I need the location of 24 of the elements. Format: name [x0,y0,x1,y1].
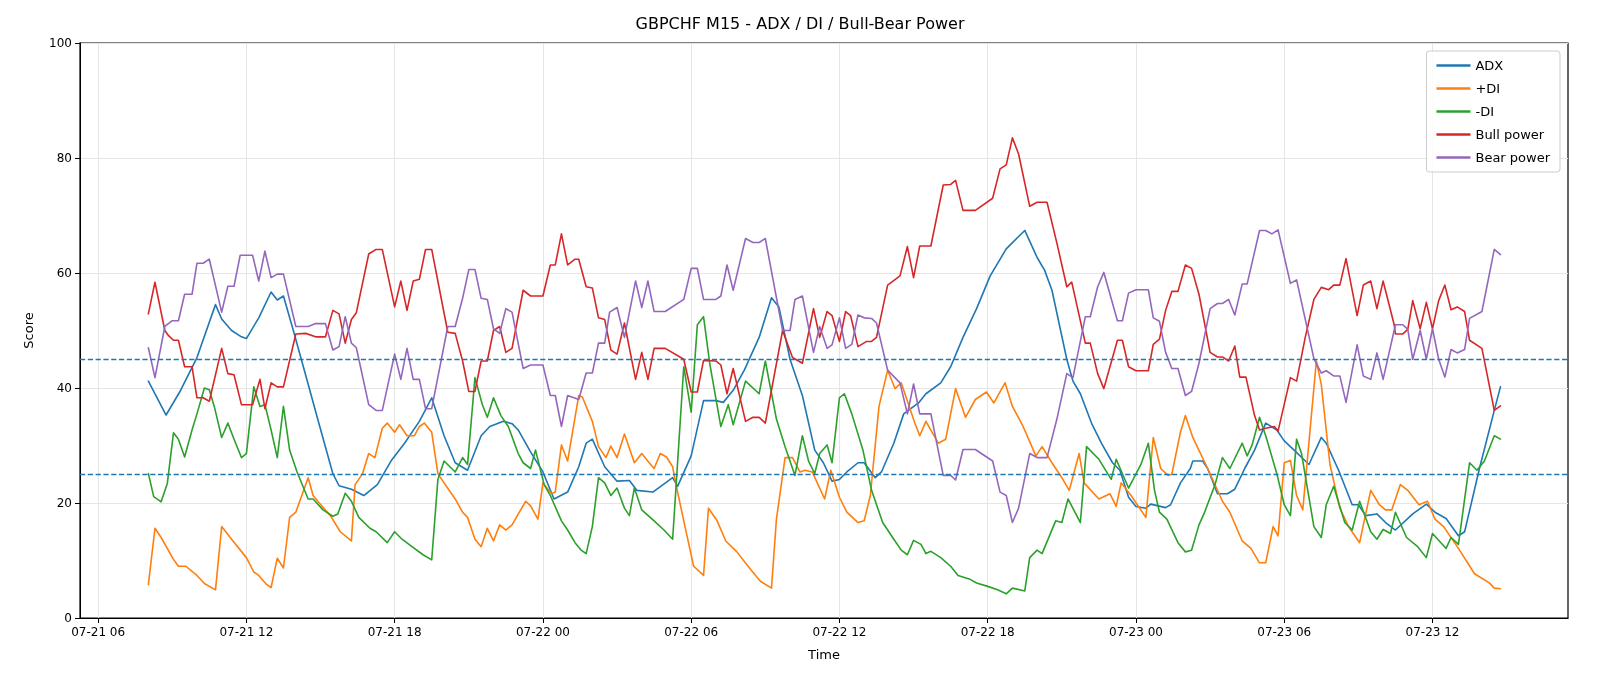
x-tick-label: 07-21 18 [367,625,422,639]
legend-label: -DI [1475,104,1495,119]
y-tick-label: 40 [56,381,72,395]
x-tick-label: 07-22 06 [664,625,719,639]
x-tick-label: 07-22 18 [960,625,1015,639]
x-tick-label: 07-23 06 [1257,625,1312,639]
legend-label: ADX [1475,58,1504,73]
x-tick-label: 07-21 06 [71,625,126,639]
x-tick-label: 07-22 00 [515,625,570,639]
y-tick-label: 0 [64,611,72,625]
x-axis-title: Time [807,647,840,662]
y-axis-title: Score [21,312,36,349]
y-tick-label: 20 [56,496,72,510]
chart-title: GBPCHF M15 - ADX / DI / Bull-Bear Power [635,13,965,33]
legend-label: +DI [1475,81,1501,96]
legend-label: Bull power [1475,127,1545,142]
x-tick-label: 07-22 12 [812,625,867,639]
y-tick-label: 60 [56,266,72,280]
x-tick-label: 07-23 12 [1405,625,1460,639]
x-tick-label: 07-21 12 [219,625,274,639]
legend-label: Bear power [1475,150,1551,165]
y-tick-label: 80 [56,151,72,165]
x-tick-label: 07-23 00 [1109,625,1163,639]
y-tick-label: 100 [49,36,72,50]
